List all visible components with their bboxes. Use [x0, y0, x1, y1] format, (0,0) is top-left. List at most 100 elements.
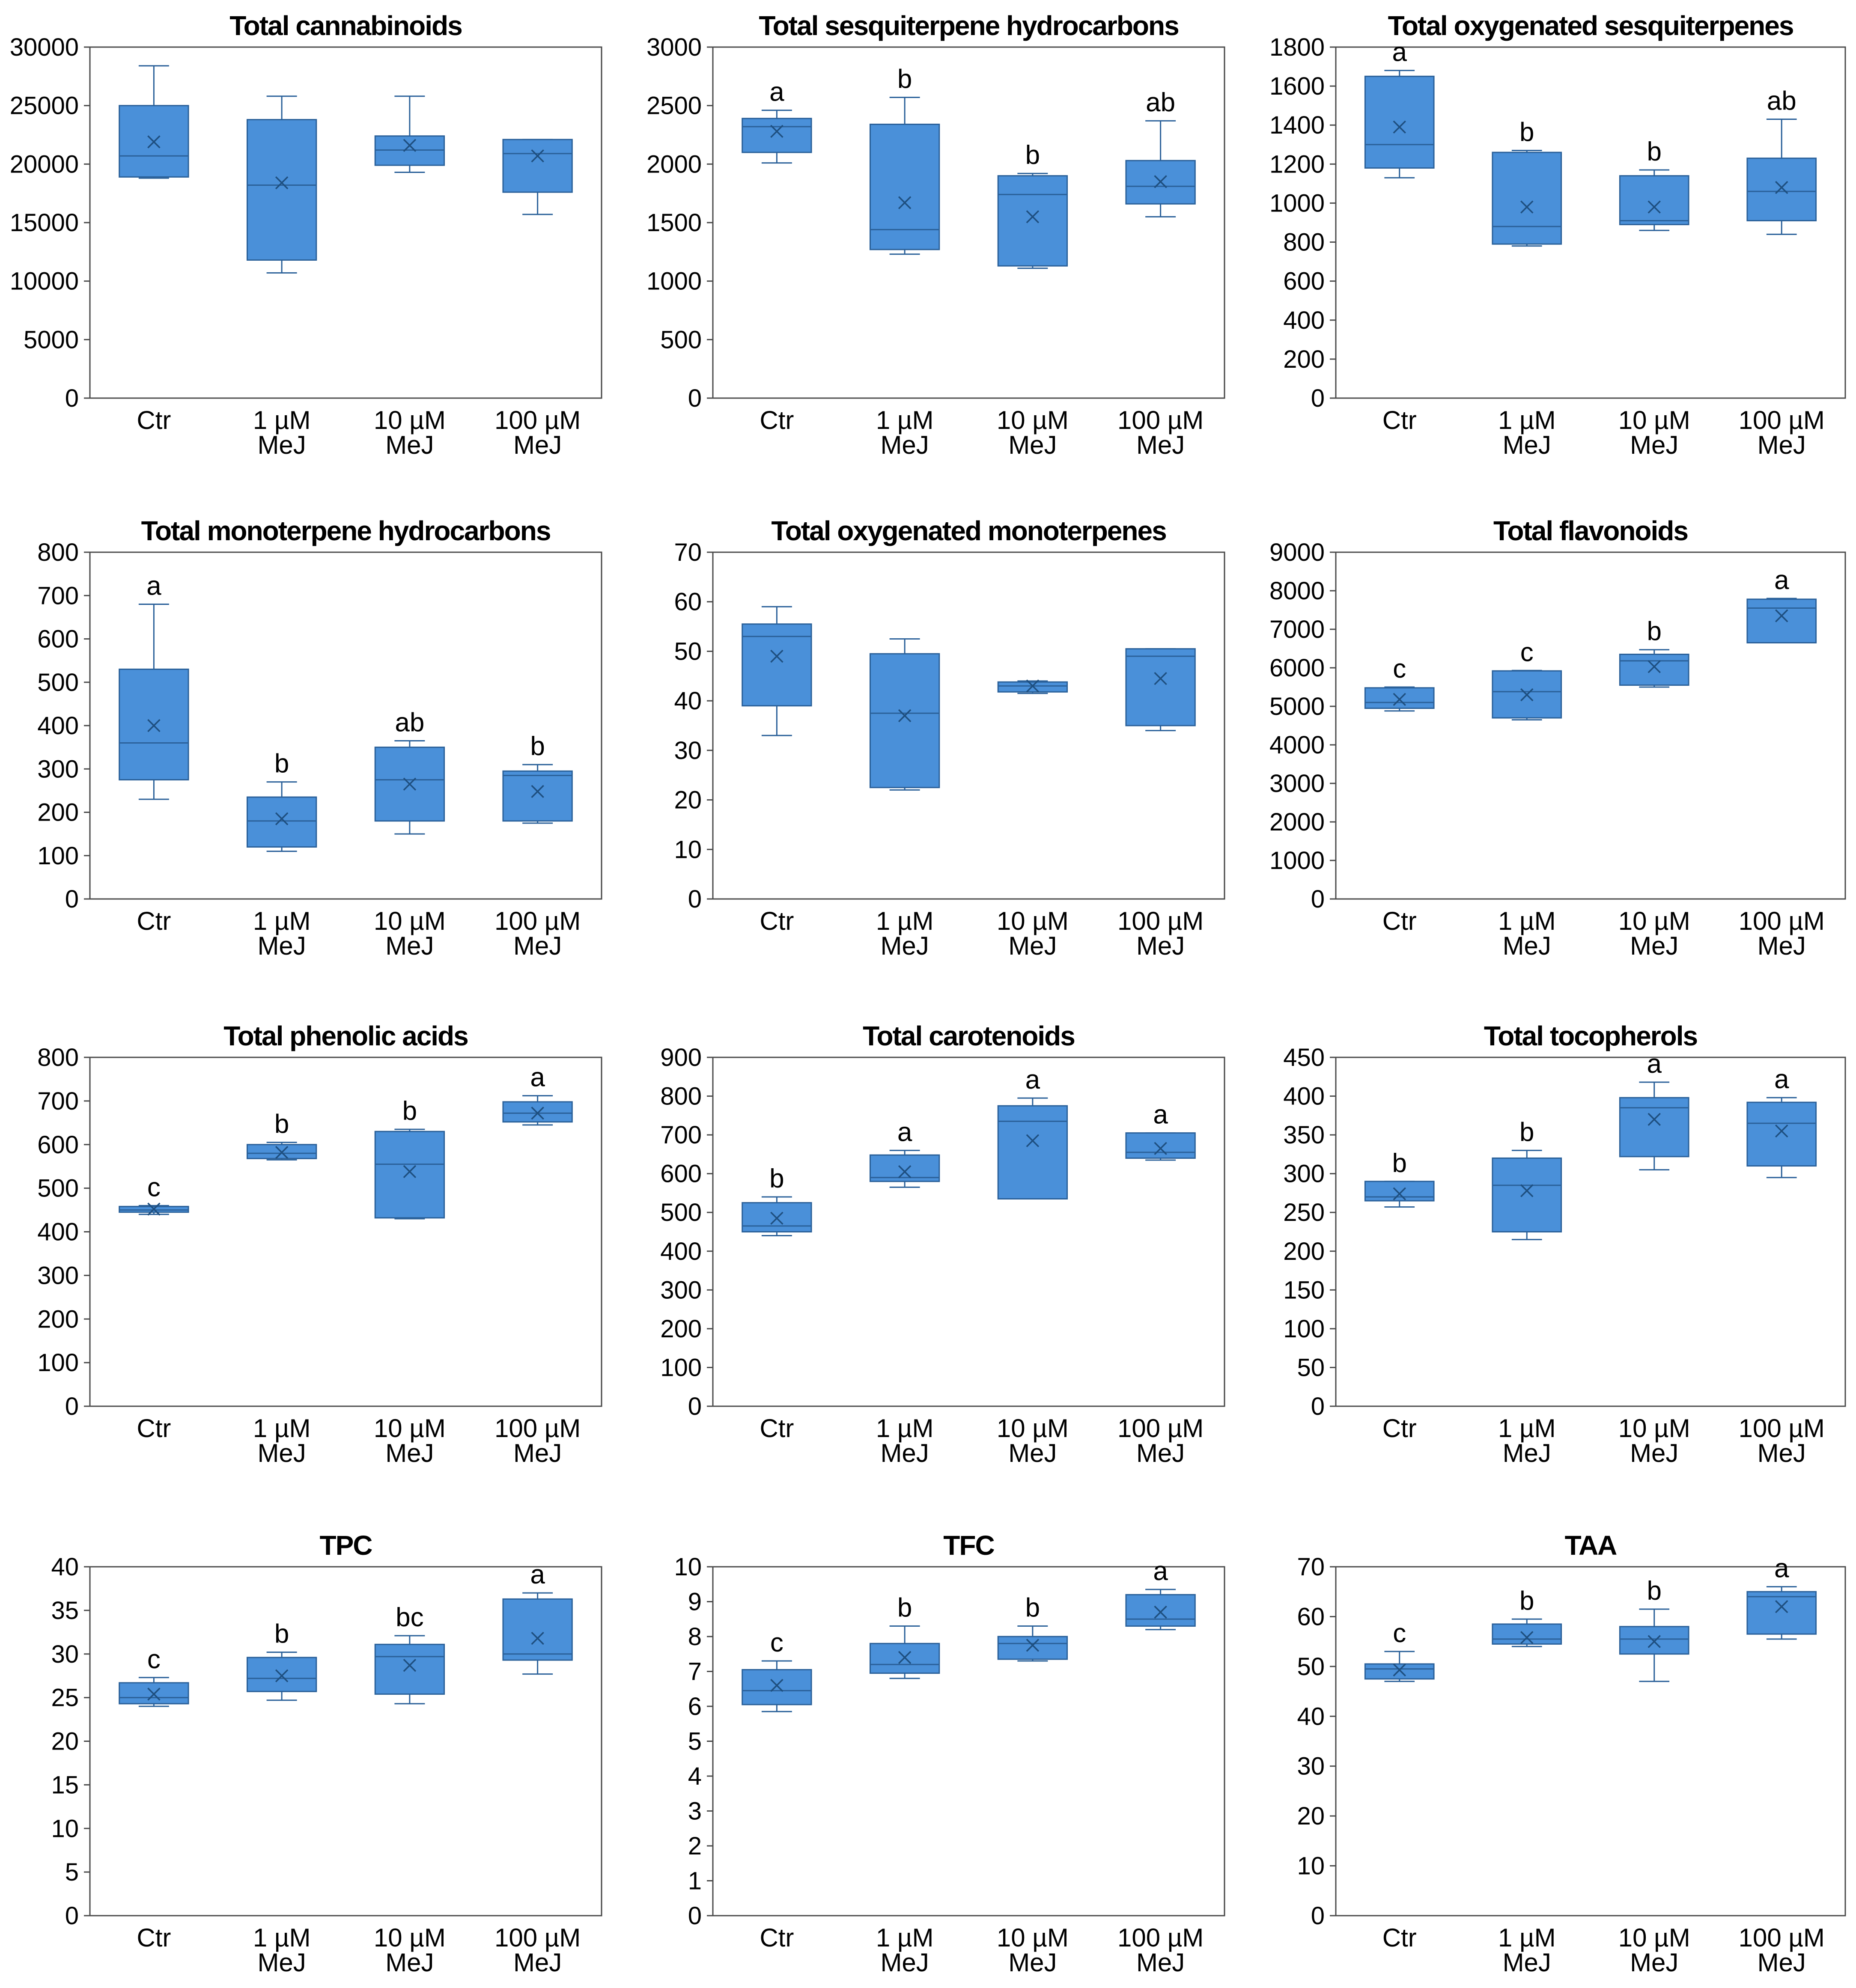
y-tick-label: 400 — [660, 1238, 702, 1265]
significance-letter: b — [769, 1164, 784, 1193]
y-tick-label: 350 — [1283, 1121, 1325, 1149]
y-tick-label: 2000 — [1269, 808, 1325, 836]
mean-marker — [1026, 679, 1040, 693]
significance-letter: b — [1519, 1586, 1534, 1616]
y-tick-label: 10 — [674, 1553, 702, 1581]
x-category-label: 10 µM MeJ — [1618, 1414, 1690, 1467]
box-ctr — [119, 65, 189, 179]
plot-frame — [1335, 551, 1846, 900]
y-tick-label: 10 — [1297, 1852, 1325, 1880]
y-tick-label: 0 — [65, 384, 79, 412]
y-tick-label: 4000 — [1269, 731, 1325, 759]
plot-frame — [712, 1056, 1225, 1407]
chart-title: Total sesquiterpene hydrocarbons — [759, 10, 1178, 41]
significance-letter: b — [1647, 137, 1662, 167]
y-tick-label: 5 — [688, 1728, 702, 1756]
box-ctr: b — [742, 1164, 812, 1237]
y-tick-label: 400 — [37, 1218, 79, 1246]
y-tick-label: 30000 — [10, 33, 79, 61]
mean-marker — [1775, 1124, 1788, 1138]
y-tick-label: 1000 — [1269, 847, 1325, 875]
y-tick-label: 9 — [688, 1588, 702, 1616]
y-tick-label: 8 — [688, 1623, 702, 1651]
significance-letter: c — [1393, 1619, 1406, 1648]
box-1-m-mej: a — [869, 1117, 940, 1188]
significance-letter: b — [402, 1096, 417, 1126]
iqr-box — [1364, 1663, 1435, 1680]
significance-letter: a — [146, 571, 161, 601]
box-1-m-mej: b — [869, 65, 940, 255]
mean-marker — [403, 777, 417, 791]
plot-frame — [1335, 1566, 1846, 1917]
x-category-label: Ctr — [1382, 406, 1417, 435]
mean-marker — [1026, 210, 1040, 223]
y-tick-label: 400 — [37, 712, 79, 740]
y-tick-label: 500 — [660, 326, 702, 354]
mean-marker — [531, 1631, 544, 1645]
y-tick-label: 1200 — [1269, 150, 1325, 178]
significance-letter: a — [1025, 1065, 1040, 1095]
significance-letter: b — [1519, 117, 1534, 147]
chart-title: TFC — [943, 1530, 994, 1561]
y-tick-label: 400 — [1283, 1083, 1325, 1110]
y-tick-label: 8000 — [1269, 577, 1325, 605]
mean-marker — [1393, 1187, 1406, 1200]
y-tick-label: 100 — [37, 842, 79, 870]
significance-letter: b — [1025, 1593, 1040, 1623]
y-tick-label: 10 — [51, 1815, 79, 1842]
significance-letter: b — [1647, 1576, 1662, 1606]
box-ctr: a — [119, 571, 189, 800]
chart-title: Total monoterpene hydrocarbons — [141, 515, 551, 546]
mean-marker — [531, 785, 544, 798]
significance-letter: a — [1153, 1100, 1168, 1130]
mean-marker — [275, 1146, 289, 1159]
chart-title: Total cannabinoids — [229, 10, 462, 41]
y-tick-label: 0 — [1311, 885, 1325, 913]
y-tick-label: 100 — [37, 1349, 79, 1377]
iqr-box — [1492, 152, 1562, 245]
plot-frame — [1335, 46, 1846, 399]
box-ctr: a — [1364, 38, 1435, 179]
x-category-label: 10 µM MeJ — [997, 907, 1069, 960]
mean-marker — [1647, 200, 1661, 214]
y-tick-label: 900 — [660, 1044, 702, 1071]
iqr-box — [246, 796, 317, 848]
y-tick-label: 70 — [674, 539, 702, 566]
x-category-label: 1 µM MeJ — [253, 1923, 311, 1977]
mean-marker — [531, 1107, 544, 1120]
box-1-m-mej: c — [1492, 637, 1562, 720]
iqr-box — [1492, 1623, 1562, 1645]
box-10-m-mej: b — [1619, 1576, 1689, 1682]
mean-marker — [1154, 175, 1167, 188]
y-tick-label: 3000 — [646, 33, 702, 61]
y-tick-label: 3000 — [1269, 770, 1325, 798]
significance-letter: c — [770, 1628, 784, 1658]
y-tick-label: 800 — [1283, 229, 1325, 256]
y-tick-label: 600 — [37, 625, 79, 653]
y-tick-label: 2000 — [646, 150, 702, 178]
y-tick-label: 5 — [65, 1858, 79, 1886]
box-100-m-mej: a — [502, 1063, 573, 1126]
y-tick-label: 7000 — [1269, 616, 1325, 643]
y-tick-label: 200 — [660, 1315, 702, 1343]
iqr-box — [997, 1105, 1068, 1200]
y-tick-label: 0 — [688, 1902, 702, 1930]
significance-letter: ab — [1767, 86, 1796, 116]
y-tick-label: 150 — [1283, 1276, 1325, 1304]
x-category-label: 100 µM MeJ — [1739, 406, 1825, 459]
x-category-label: 10 µM MeJ — [374, 907, 446, 960]
x-category-label: 100 µM MeJ — [1117, 406, 1204, 459]
y-tick-label: 9000 — [1269, 539, 1325, 566]
plot-frame — [89, 46, 602, 399]
mean-marker — [1520, 1631, 1534, 1644]
mean-marker — [1647, 1113, 1661, 1126]
box-100-m-mej: a — [1746, 565, 1817, 644]
chart-title: Total carotenoids — [863, 1021, 1075, 1051]
x-category-label: 100 µM MeJ — [495, 1414, 581, 1467]
iqr-box — [1746, 1101, 1817, 1167]
y-tick-label: 4 — [688, 1762, 702, 1790]
y-tick-label: 600 — [37, 1131, 79, 1159]
x-category-label: 1 µM MeJ — [876, 406, 934, 459]
y-tick-label: 0 — [65, 885, 79, 913]
iqr-box — [1364, 75, 1435, 169]
